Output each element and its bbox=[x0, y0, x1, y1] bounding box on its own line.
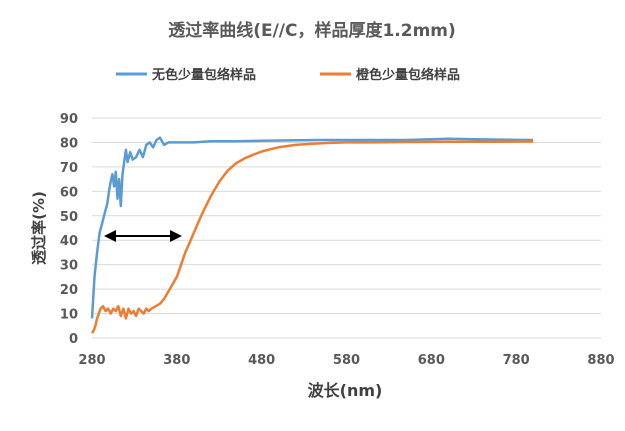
x-tick-label: 380 bbox=[163, 353, 190, 368]
x-tick-labels: 280 380 480 580 680 780 880 bbox=[78, 353, 614, 368]
legend-label-colorless: 无色少量包络样品 bbox=[151, 67, 256, 83]
x-tick-label: 480 bbox=[248, 353, 275, 368]
y-tick-label: 70 bbox=[60, 161, 78, 176]
x-axis-label: 波长(nm) bbox=[308, 381, 383, 400]
range-arrow-annotation bbox=[104, 230, 182, 242]
x-tick-label: 880 bbox=[587, 353, 614, 368]
y-tick-label: 80 bbox=[60, 136, 78, 151]
gridlines bbox=[92, 117, 601, 339]
x-tick-label: 780 bbox=[503, 353, 530, 368]
y-tick-label: 10 bbox=[60, 308, 78, 323]
y-tick-label: 50 bbox=[60, 210, 78, 225]
y-tick-label: 20 bbox=[60, 283, 78, 298]
series-line-colorless bbox=[90, 136, 534, 319]
chart-title: 透过率曲线(E//C，样品厚度1.2mm) bbox=[168, 20, 456, 41]
arrow-head-right bbox=[170, 230, 182, 242]
series-lines bbox=[90, 136, 534, 334]
y-tick-label: 90 bbox=[60, 112, 78, 127]
x-tick-label: 680 bbox=[418, 353, 445, 368]
y-tick-label: 0 bbox=[69, 332, 78, 347]
y-tick-labels: 0 10 20 30 40 50 60 70 80 90 bbox=[60, 112, 78, 347]
arrow-head-left bbox=[104, 230, 116, 242]
chart-legend: 无色少量包络样品 橙色少量包络样品 bbox=[116, 67, 460, 83]
x-tick-label: 280 bbox=[78, 353, 105, 368]
y-tick-label: 30 bbox=[60, 259, 78, 274]
y-tick-label: 60 bbox=[60, 185, 78, 200]
legend-label-orange: 橙色少量包络样品 bbox=[356, 67, 460, 83]
x-tick-label: 580 bbox=[333, 353, 360, 368]
y-tick-label: 40 bbox=[60, 234, 78, 249]
series-line-orange bbox=[90, 140, 534, 334]
y-axis-label: 透过率(%) bbox=[30, 191, 48, 265]
